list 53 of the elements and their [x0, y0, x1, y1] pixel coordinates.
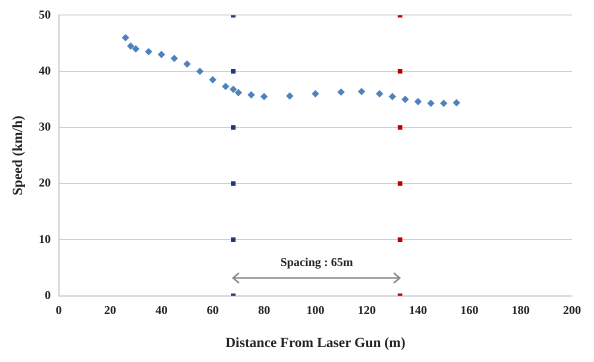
x-tick-label: 20: [104, 303, 116, 318]
y-tick-label: 50: [38, 7, 51, 22]
point: [402, 96, 409, 103]
point: [388, 93, 396, 100]
point: [132, 45, 140, 52]
point: [127, 42, 134, 50]
y-tick-label: 0: [44, 288, 51, 302]
x-tick-label: 140: [409, 303, 428, 318]
x-tick-label: 160: [460, 303, 478, 318]
x-tick-label: 120: [358, 303, 376, 318]
x-tick-label: 80: [258, 303, 270, 318]
y-axis-title: Speed (km/h): [11, 115, 26, 196]
x-tick-label: 100: [306, 303, 324, 318]
point: [231, 237, 236, 242]
point: [260, 93, 268, 100]
point: [358, 88, 366, 96]
point: [158, 50, 165, 58]
x-tick-label: 180: [512, 303, 530, 318]
point: [231, 125, 236, 130]
point: [248, 91, 255, 98]
point: [398, 69, 402, 74]
x-tick-label: 200: [563, 303, 581, 318]
y-tick-label: 30: [38, 120, 51, 134]
point: [222, 82, 230, 90]
point: [453, 99, 460, 106]
x-axis-title: Distance From Laser Gun (m): [225, 336, 406, 352]
point: [196, 68, 204, 75]
point: [230, 86, 237, 93]
point: [414, 98, 422, 106]
y-tick-label: 20: [38, 176, 51, 190]
point: [398, 237, 402, 242]
point: [286, 92, 294, 100]
point: [338, 88, 345, 96]
point: [231, 69, 236, 74]
point: [398, 181, 402, 186]
point: [170, 54, 178, 62]
point: [145, 48, 152, 56]
point: [234, 89, 242, 96]
point: [122, 34, 130, 42]
x-tick-label: 40: [155, 303, 168, 318]
point: [184, 60, 191, 68]
point: [376, 90, 384, 98]
x-tick-label: 60: [206, 303, 219, 318]
point: [398, 125, 402, 130]
y-tick-label: 10: [38, 232, 51, 246]
x-tick-label: 0: [56, 303, 62, 318]
point: [427, 100, 434, 107]
annotation: Spacing : 65m: [280, 254, 354, 269]
y-tick-label: 40: [38, 63, 51, 78]
point: [440, 100, 448, 107]
point: [312, 90, 319, 98]
point: [231, 181, 236, 186]
point: [209, 76, 216, 84]
